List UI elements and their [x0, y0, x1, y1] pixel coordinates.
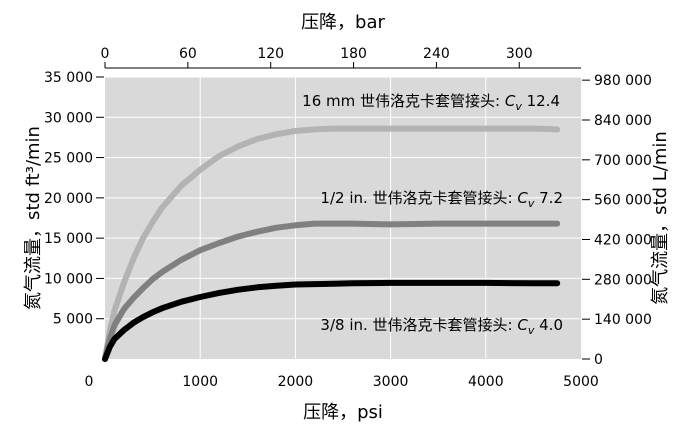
series-label-prefix: 1/2 in. 世伟洛克卡套管接头: [320, 189, 517, 207]
x-tick-label: 1000 [182, 374, 218, 390]
x2-axis-title: 压降，bar [301, 12, 385, 33]
x2-tick-label: 180 [340, 46, 367, 62]
y-axis-title: 氮气流量，std ft³/min [23, 126, 44, 310]
axes: 0 1000 2000 3000 4000 5000 0 60 120 180 240 300 5 00… [44, 46, 652, 390]
cv-symbol: C [517, 316, 528, 334]
x2-tick-label: 120 [257, 46, 284, 62]
cv-value: 4.0 [534, 316, 563, 334]
x-tick-label: 2000 [278, 374, 314, 390]
y2-axis-title: 氮气流量，std L/min [650, 131, 671, 305]
x-tick-label: 5000 [563, 374, 599, 390]
y-tick-label: 15 000 [44, 231, 93, 247]
grid [105, 76, 581, 359]
y2-tick-label: 140 000 [594, 312, 652, 328]
series-label: 1/2 in. 世伟洛克卡套管接头: Cv 7.2 [320, 189, 563, 210]
y2-tick-label: 0 [594, 352, 603, 368]
series-line [102, 125, 561, 362]
series-line [102, 279, 561, 362]
series-labels: 16 mm 世伟洛克卡套管接头: Cv 12.4 1/2 in. 世伟洛克卡套管接… [302, 92, 563, 337]
cv-value: 7.2 [534, 189, 563, 207]
x-tick-label: 3000 [373, 374, 409, 390]
y-tick-label: 25 000 [44, 151, 93, 167]
y2-tick-label: 700 000 [594, 153, 652, 169]
x2-tick-label: 240 [423, 46, 450, 62]
plot-area [105, 77, 581, 359]
series-label-prefix: 16 mm 世伟洛克卡套管接头: [302, 92, 505, 110]
x2-tick-label: 0 [101, 46, 110, 62]
cv-subscript: v [515, 100, 522, 113]
y2-tick-label: 420 000 [594, 232, 652, 248]
cv-value: 12.4 [522, 92, 560, 110]
y2-tick-label: 980 000 [594, 73, 652, 89]
x2-tick-label: 300 [506, 46, 533, 62]
y-tick-label: 5 000 [53, 312, 93, 328]
series-line [102, 220, 561, 362]
cv-subscript: v [528, 324, 535, 337]
y-tick-label: 20 000 [44, 191, 93, 207]
y2-tick-label: 560 000 [594, 193, 652, 209]
y-tick-label: 10 000 [44, 271, 93, 287]
x-tick-label: 4000 [468, 374, 504, 390]
x2-tick-label: 60 [179, 46, 197, 62]
series-label: 3/8 in. 世伟洛克卡套管接头: Cv 4.0 [320, 316, 563, 337]
y2-tick-label: 840 000 [594, 113, 652, 129]
x-axis-title: 压降，psi [303, 402, 383, 423]
cv-subscript: v [528, 197, 535, 210]
y-tick-label: 35 000 [44, 70, 93, 86]
x-tick-label: 0 [85, 374, 94, 390]
series-label-prefix: 3/8 in. 世伟洛克卡套管接头: [320, 316, 517, 334]
series-label: 16 mm 世伟洛克卡套管接头: Cv 12.4 [302, 92, 560, 113]
series-lines [102, 125, 561, 362]
cv-symbol: C [517, 189, 528, 207]
y-tick-label: 30 000 [44, 110, 93, 126]
cv-symbol: C [505, 92, 516, 110]
y2-tick-label: 280 000 [594, 272, 652, 288]
